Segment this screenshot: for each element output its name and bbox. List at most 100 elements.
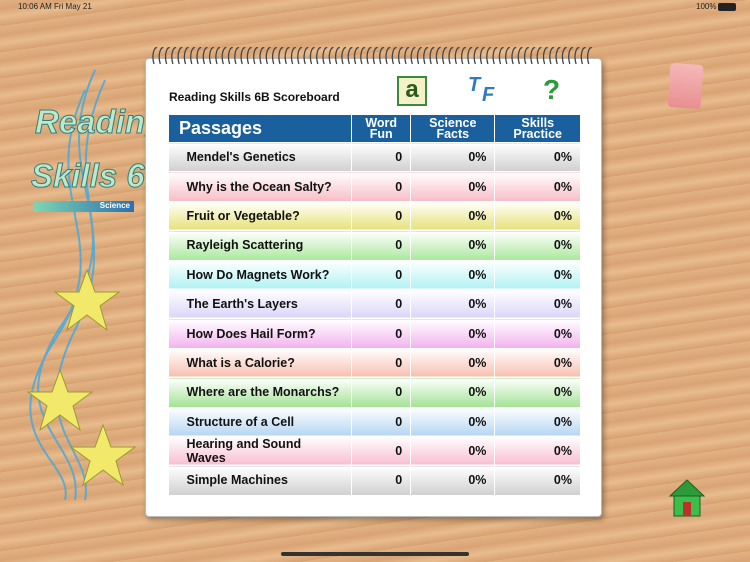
battery-icon [718,3,736,11]
ring [177,47,183,65]
ring [196,47,202,65]
ring [215,47,221,65]
passage-row: Rayleigh Scattering 0 0% 0% [168,230,581,261]
passage-row: Where are the Monarchs? 0 0% 0% [168,377,581,408]
logo-subject: Science [33,201,134,212]
ring [542,47,549,65]
passage-row: What is a Calorie? 0 0% 0% [168,348,581,379]
passage-name[interactable]: Structure of a Cell [168,407,353,437]
ring [435,47,441,65]
score-cell: 0% [410,201,496,232]
ring [574,47,580,65]
passage-name[interactable]: Simple Machines [168,465,353,496]
score-cell: 0 [351,436,412,467]
ring [536,47,542,65]
ring [334,47,341,65]
ring [460,47,467,65]
passage-row: Fruit or Vegetable? 0 0% 0% [168,201,581,232]
score-cell: 0% [494,171,581,202]
practice-icon[interactable]: ? [543,74,561,105]
ring [448,47,454,65]
ring [397,47,404,65]
score-cell: 0 [351,171,412,202]
score-cell: 0 [351,289,412,320]
ring [360,47,366,65]
score-cell: 0% [410,171,496,202]
ring [309,47,315,65]
passage-name[interactable]: Rayleigh Scattering [168,230,353,261]
home-button[interactable] [668,478,706,520]
ring [202,47,208,65]
ring [568,47,574,65]
ring [586,47,593,65]
score-cell: 0 [351,348,412,379]
ring [442,47,448,65]
passage-name[interactable]: Mendel's Genetics [168,142,353,173]
ring [240,47,246,65]
score-cell: 0% [494,407,581,437]
scores-table: Passages Word Fun Science Facts Skills Prac… [167,114,581,496]
column-header: Passages [167,114,353,143]
passage-row: How Do Magnets Work? 0 0% 0% [168,260,581,290]
ring [221,47,227,65]
passage-name[interactable]: The Earth's Layers [168,289,353,320]
passage-name[interactable]: Fruit or Vegetable? [168,201,353,232]
passage-row: Simple Machines 0 0% 0% [168,465,581,496]
ring [454,47,460,65]
ring [511,47,517,65]
column-header: Science Facts [410,114,496,143]
score-cell: 0% [494,377,581,408]
passage-name[interactable]: Why is the Ocean Salty? [168,171,353,202]
ring [379,47,385,65]
ring [505,47,511,65]
passage-name[interactable]: How Does Hail Form? [168,318,353,349]
score-cell: 0 [351,377,412,408]
ring [271,47,278,65]
passage-row: Hearing and Sound Waves 0 0% 0% [168,436,581,467]
passage-name[interactable]: How Do Magnets Work? [168,260,353,290]
ring [290,47,297,65]
status-date: Fri May 21 [54,2,92,11]
logo-line1: Reading [34,103,166,141]
ring [322,47,328,65]
passage-name[interactable]: What is a Calorie? [168,348,353,379]
ring [467,47,473,65]
eraser[interactable] [667,62,704,110]
score-cell: 0% [410,318,496,349]
ring [479,47,486,65]
ring [208,47,215,65]
column-header: Word Fun [351,114,412,143]
ring [171,47,177,65]
score-cell: 0% [410,407,496,437]
score-cell: 0% [410,348,496,379]
passage-name[interactable]: Hearing and Sound Waves [168,436,353,467]
ring [385,47,391,65]
ring [347,47,353,65]
ring [549,47,555,65]
tf-icon-t[interactable]: T [468,74,481,96]
score-cell: 0 [351,260,412,290]
score-cell: 0% [494,318,581,349]
score-cell: 0% [494,201,581,232]
score-cell: 0% [494,142,581,173]
passage-name[interactable]: Where are the Monarchs? [168,377,353,408]
score-cell: 0% [494,289,581,320]
passage-row: Mendel's Genetics 0 0% 0% [168,142,581,173]
ring [416,47,423,65]
score-cell: 0 [351,407,412,437]
tf-icon-f[interactable]: F [482,84,495,106]
scoreboard-title: Reading Skills 6B Scoreboard [169,90,340,104]
score-cell: 0 [351,230,412,261]
ring [366,47,372,65]
ring [164,47,171,65]
score-cell: 0% [494,260,581,290]
table-body: Mendel's Genetics 0 0% 0% Why is the Ocean S… [168,142,581,496]
ring [190,47,196,65]
score-cell: 0% [410,436,496,467]
spiral-binding [152,47,593,65]
score-cell: 0% [410,142,496,173]
score-cell: 0% [494,348,581,379]
word-fun-icon[interactable]: a [397,76,427,106]
ring [561,47,567,65]
